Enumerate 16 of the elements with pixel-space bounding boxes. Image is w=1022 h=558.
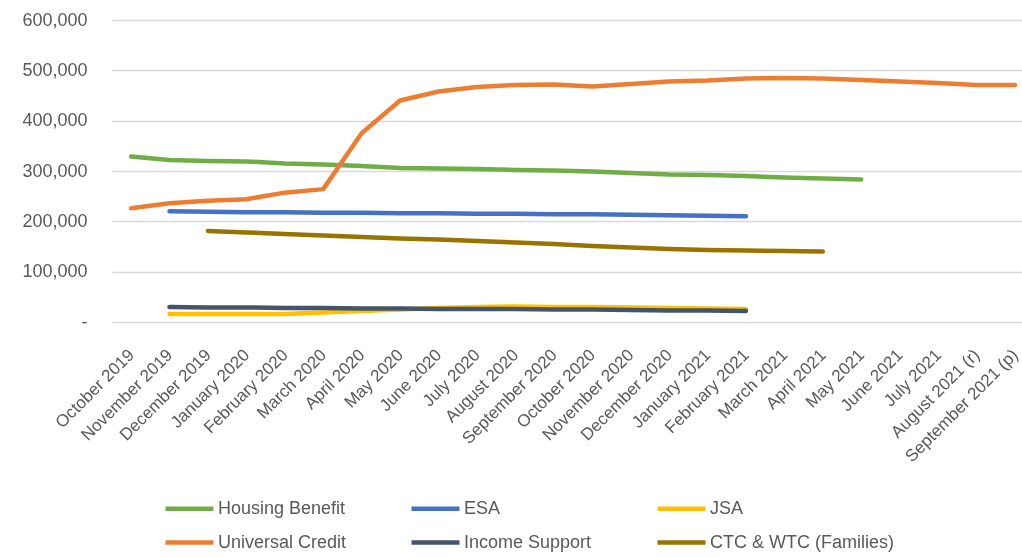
- y-tick-label: 200,000: [22, 210, 88, 231]
- y-tick-label: 500,000: [22, 59, 88, 80]
- legend-label: JSA: [710, 497, 744, 518]
- y-tick-label: 100,000: [22, 261, 88, 282]
- legend-label: Income Support: [464, 531, 592, 552]
- legend-label: CTC & WTC (Families): [710, 531, 894, 552]
- line-series: [128, 154, 864, 182]
- y-tick-label: 400,000: [22, 110, 88, 131]
- y-tick-label: 600,000: [22, 9, 88, 30]
- line-series: [128, 75, 1018, 211]
- y-tick-label: 300,000: [22, 160, 88, 181]
- legend-label: ESA: [464, 497, 501, 518]
- line-series: [205, 228, 826, 254]
- legend-label: Universal Credit: [218, 531, 347, 552]
- legend-label: Housing Benefit: [218, 497, 346, 518]
- y-tick-label: -: [81, 311, 88, 332]
